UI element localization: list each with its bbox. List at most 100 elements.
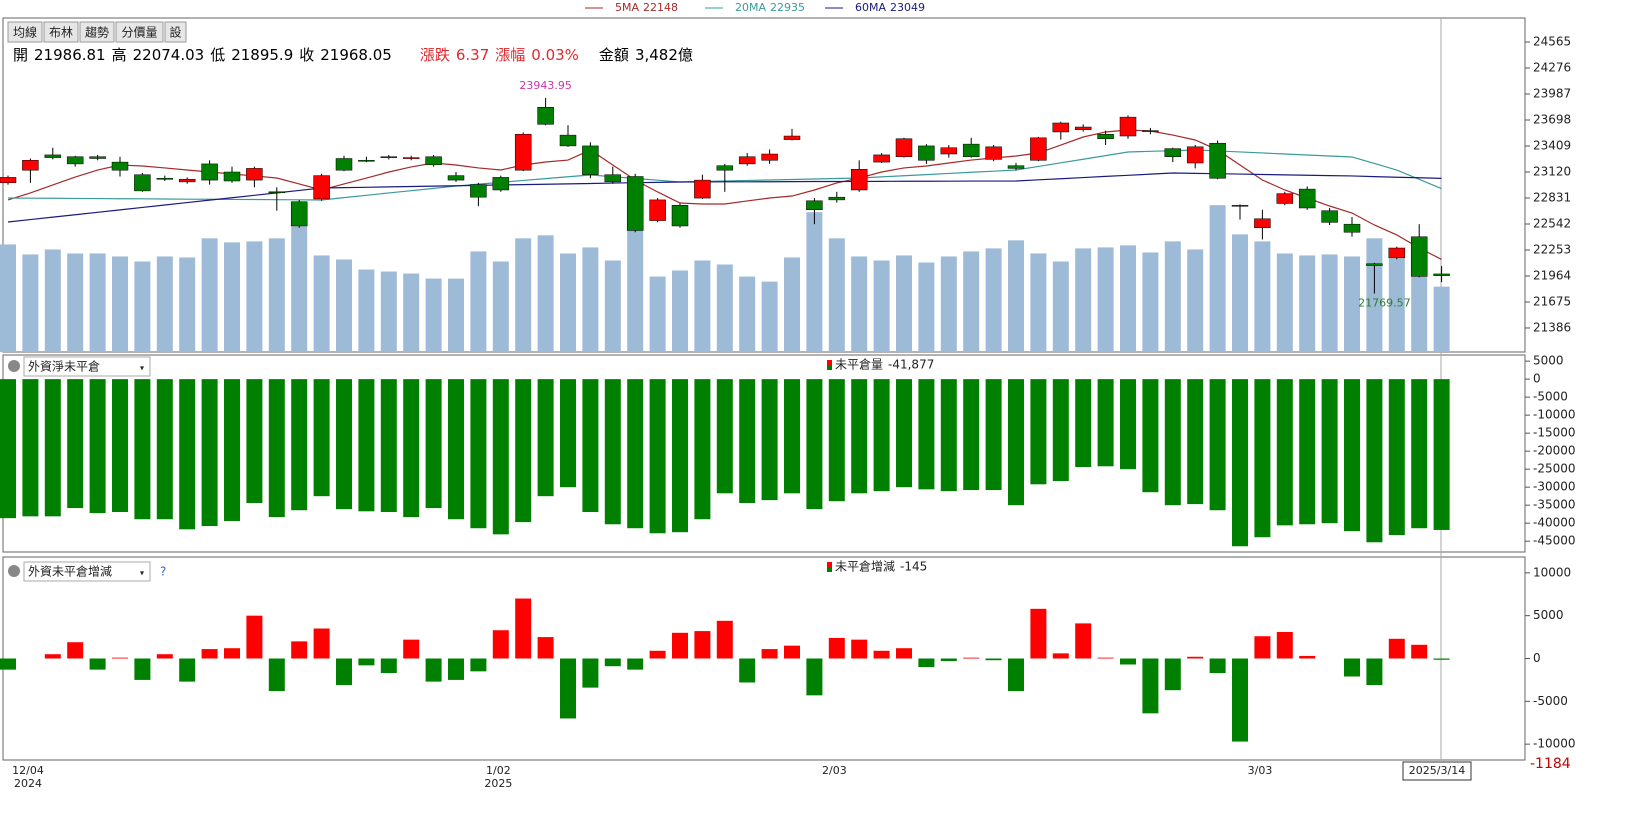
y-tick-label: 21964 (1533, 268, 1571, 282)
tool-label[interactable]: 設 (169, 25, 181, 40)
quote-value: 21968.05 (320, 46, 392, 64)
volume-bar (985, 248, 1002, 352)
bar (112, 379, 128, 513)
close-icon[interactable] (8, 360, 20, 372)
quote-label: 低 (210, 46, 226, 64)
candle-body (604, 174, 622, 183)
candle-body (156, 178, 174, 180)
bar (492, 379, 509, 535)
candle-body (1142, 130, 1159, 132)
volume-bar (156, 256, 173, 352)
bar (627, 658, 644, 670)
volume-bar (268, 238, 285, 352)
volume-bar (134, 261, 151, 352)
bar (403, 379, 420, 518)
bar (739, 379, 756, 504)
tool-button[interactable] (164, 21, 187, 43)
candle-body (246, 168, 263, 181)
bar (470, 658, 487, 672)
tool-label[interactable]: 布林 (49, 26, 73, 40)
volume-bar (89, 253, 106, 352)
volume-bar (179, 257, 196, 352)
candle-body (358, 160, 375, 162)
candle-body (335, 158, 353, 171)
bar (291, 641, 308, 659)
tool-label[interactable]: 分價量 (121, 26, 157, 40)
dropdown-arrow[interactable]: ▾ (140, 569, 144, 578)
bar (1030, 379, 1047, 485)
y-tick-label: 24276 (1533, 61, 1571, 75)
candle-body (514, 133, 532, 171)
bar (716, 379, 733, 494)
quote-bar: 開 21986.81 高 22074.03 低 21895.9 收 21968.05 漲跌 6.3… (13, 44, 699, 65)
candle-body (1366, 263, 1383, 266)
volume-bar (672, 270, 688, 352)
volume-bar (22, 254, 39, 352)
y-tick-label: 21675 (1533, 294, 1571, 308)
bar (1232, 379, 1248, 547)
y-tick-label: 22253 (1533, 242, 1571, 256)
bar (537, 379, 554, 497)
bar (89, 379, 106, 514)
bar (1052, 379, 1069, 482)
candle-body (111, 161, 129, 171)
bar (1232, 658, 1248, 742)
volume-bar (896, 255, 912, 352)
bar (1120, 658, 1136, 665)
candle-body (582, 145, 599, 175)
bar (156, 379, 173, 520)
selector-box[interactable] (23, 561, 151, 582)
bar (156, 654, 173, 659)
bar (1299, 379, 1316, 525)
dropdown-arrow[interactable]: ▾ (140, 364, 144, 373)
tool-button[interactable] (79, 21, 115, 43)
candle-body (223, 171, 241, 182)
bar (1008, 379, 1024, 506)
candle-body (470, 184, 487, 198)
selector[interactable]: 外資淨未平倉 (28, 359, 100, 374)
bar (492, 630, 509, 659)
bar (470, 379, 487, 529)
y-tick-label: -15000 (1533, 426, 1576, 440)
volume-bar (1164, 241, 1181, 352)
close-icon[interactable] (8, 565, 20, 577)
candle-body (134, 174, 151, 192)
candle-body (559, 134, 577, 147)
volume-bar (201, 238, 218, 352)
volume-bar (67, 253, 84, 352)
tool-label[interactable]: 均線 (13, 25, 37, 40)
candle-body (783, 135, 801, 140)
tool-label[interactable]: 趨勢 (85, 25, 109, 40)
cursor-date-box (1402, 761, 1472, 781)
candle-body (1254, 218, 1271, 229)
bar (1299, 655, 1316, 659)
bar (1075, 623, 1092, 659)
candle-body (1007, 165, 1025, 169)
volume-bar (739, 276, 756, 352)
volume-bar (380, 271, 397, 352)
bar (537, 637, 554, 659)
selector[interactable]: 外資未平倉增減 (28, 564, 112, 579)
tool-button[interactable] (7, 21, 43, 43)
bar (918, 379, 935, 490)
selector-box[interactable] (23, 356, 151, 377)
volume-bar (963, 251, 980, 352)
y-tick-label: 5000 (1533, 354, 1564, 368)
bar (425, 379, 442, 509)
candle-body (1119, 116, 1137, 137)
y-tick-label: -25000 (1533, 462, 1576, 476)
bar (380, 379, 397, 513)
tool-button[interactable] (43, 21, 79, 43)
candle-body (1164, 148, 1182, 157)
tool-button[interactable] (115, 21, 164, 43)
candle-body (1343, 223, 1361, 233)
help[interactable]: ? (160, 565, 166, 579)
bar (358, 658, 375, 666)
bar (1164, 658, 1181, 691)
volume-bar (1299, 255, 1316, 352)
y-tick-label: -45000 (1533, 534, 1576, 548)
candle-body (492, 177, 510, 191)
candle-body (626, 176, 644, 231)
volume-bar (448, 278, 464, 352)
bar (828, 637, 845, 659)
